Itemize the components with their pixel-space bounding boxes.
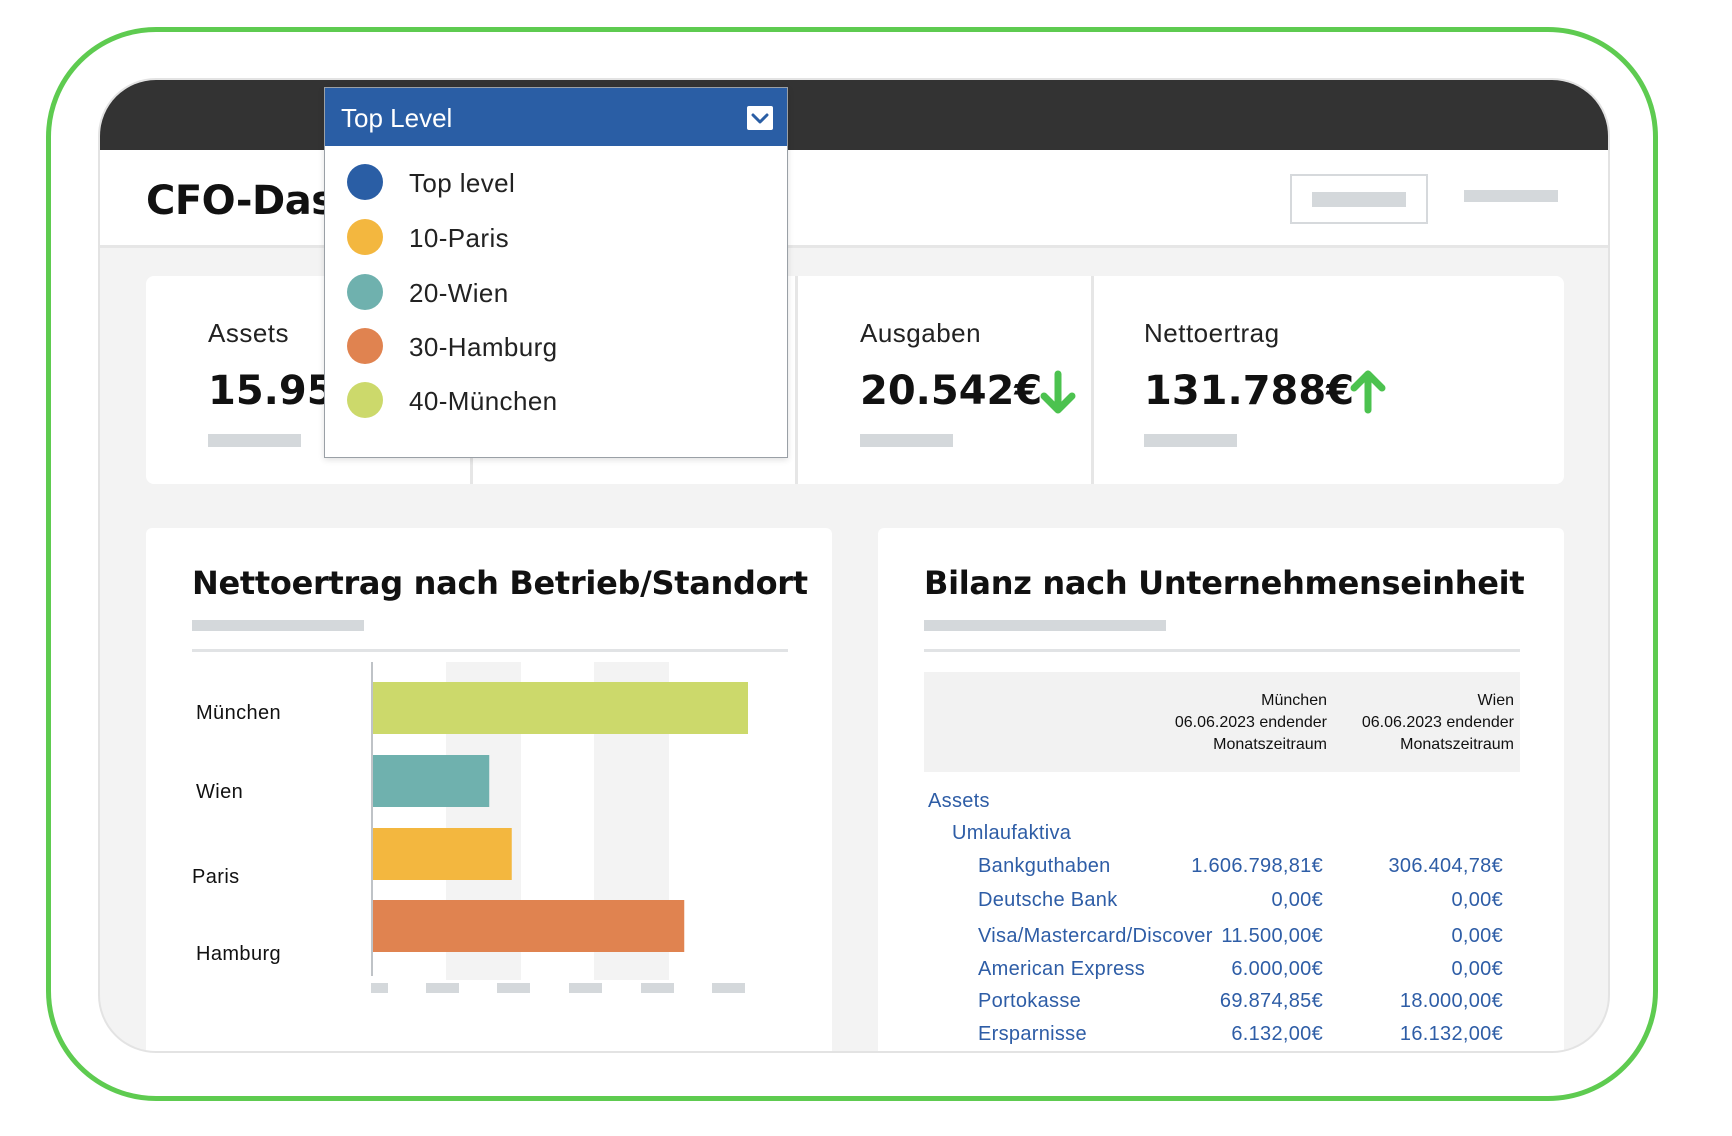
option-label: 40-München xyxy=(409,386,558,416)
chart-card-title: Nettoertrag nach Betrieb/Standort xyxy=(192,564,808,602)
balance-divider xyxy=(924,649,1520,652)
row-value-wien: 18.000,00€ xyxy=(1399,990,1503,1012)
chart-divider xyxy=(192,649,788,652)
level-dropdown[interactable]: Top Level Top level 10-Paris 20-Wien 30-… xyxy=(324,87,788,458)
color-dot xyxy=(347,382,383,418)
column-header-line: Monatszeitraum xyxy=(1213,736,1327,753)
tick-label-placeholder xyxy=(712,983,745,993)
tick-label-placeholder xyxy=(371,983,388,993)
arrow-down-icon xyxy=(1040,370,1076,414)
row-label: Deutsche Bank xyxy=(978,889,1118,911)
color-dot xyxy=(347,164,383,200)
row-value-muenchen: 0,00€ xyxy=(1271,889,1323,911)
bar xyxy=(373,755,490,807)
balance-card-title: Bilanz nach Unternehmenseinheit xyxy=(924,564,1525,602)
page-title: CFO-Dasl xyxy=(146,178,348,224)
row-value-wien: 306.404,78€ xyxy=(1388,855,1503,877)
row-label: Portokasse xyxy=(978,990,1082,1012)
column-header-line: 06.06.2023 endender xyxy=(1174,714,1327,731)
row-value-wien: 0,00€ xyxy=(1451,958,1503,980)
bar-label: Wien xyxy=(196,781,244,803)
row-label: American Express xyxy=(978,958,1146,980)
balance-card: Bilanz nach Unternehmenseinheit München … xyxy=(878,528,1564,1051)
row-value-muenchen: 1.606.798,81€ xyxy=(1191,855,1323,877)
kpi-subtext-placeholder xyxy=(1144,434,1237,447)
chevron-down-icon[interactable] xyxy=(747,106,773,130)
kpi-value: 20.542€ xyxy=(860,368,1043,414)
arrow-up-icon xyxy=(1350,370,1386,414)
row-label: Visa/Mastercard/Discover xyxy=(978,925,1213,947)
row-value-wien: 0,00€ xyxy=(1451,889,1503,911)
color-dot xyxy=(347,274,383,310)
tick-label-placeholder xyxy=(641,983,674,993)
column-header-line: München xyxy=(1261,692,1327,709)
column-header-wien: Wien 06.06.2023 endender Monatszeitraum xyxy=(1334,690,1514,756)
kpi-label: Ausgaben xyxy=(860,318,982,348)
option-label: 10-Paris xyxy=(409,223,510,253)
bar-label: Hamburg xyxy=(196,943,282,965)
column-header-line: Wien xyxy=(1477,692,1514,709)
tick-label-placeholder xyxy=(569,983,602,993)
bar-label: Paris xyxy=(192,866,240,888)
column-header-muenchen: München 06.06.2023 endender Monatszeitra… xyxy=(1147,690,1327,756)
tick-label-placeholder xyxy=(497,983,530,993)
kpi-value: 15.95 xyxy=(208,368,335,414)
row-value-wien: 16.132,00€ xyxy=(1399,1023,1503,1045)
option-label: 30-Hamburg xyxy=(409,332,558,362)
header-link-placeholder[interactable] xyxy=(1464,190,1558,202)
color-dot xyxy=(347,219,383,255)
row-value-muenchen: 6.132,00€ xyxy=(1231,1023,1323,1045)
dropdown-trigger[interactable]: Top Level xyxy=(325,88,787,146)
row-label: Umlaufaktiva xyxy=(952,822,1072,844)
row-label: Assets xyxy=(928,790,990,812)
kpi-assets[interactable]: Assets 15.95 xyxy=(146,276,470,484)
bar xyxy=(373,828,512,880)
header-button-placeholder xyxy=(1312,192,1406,207)
tick-label-placeholder xyxy=(426,983,459,993)
kpi-label: Assets xyxy=(208,318,290,348)
dropdown-option-muenchen[interactable]: 40-München xyxy=(325,372,787,428)
row-label: Ersparnisse xyxy=(978,1023,1087,1045)
dropdown-selected-value: Top Level xyxy=(341,103,453,133)
row-value-muenchen: 6.000,00€ xyxy=(1231,958,1323,980)
option-label: Top level xyxy=(409,168,516,198)
column-header-line: Monatszeitraum xyxy=(1400,736,1514,753)
color-dot xyxy=(347,328,383,364)
dropdown-option-top-level[interactable]: Top level xyxy=(325,154,787,210)
app-frame xyxy=(46,27,1658,1101)
balance-subtitle-placeholder xyxy=(924,620,1166,631)
kpi-value: 131.788€ xyxy=(1144,368,1355,414)
dropdown-option-hamburg[interactable]: 30-Hamburg xyxy=(325,318,787,374)
row-value-muenchen: 11.500,00€ xyxy=(1221,925,1323,947)
option-label: 20-Wien xyxy=(409,278,509,308)
dropdown-option-wien[interactable]: 20-Wien xyxy=(325,264,787,320)
kpi-subtext-placeholder xyxy=(208,434,301,447)
column-header-line: 06.06.2023 endender xyxy=(1361,714,1514,731)
row-value-wien: 0,00€ xyxy=(1451,925,1503,947)
header-button[interactable] xyxy=(1290,174,1428,224)
bar xyxy=(373,900,685,952)
row-label: Bankguthaben xyxy=(978,855,1111,877)
table-header: München 06.06.2023 endender Monatszeitra… xyxy=(924,672,1520,772)
row-value-muenchen: 69.874,85€ xyxy=(1219,990,1323,1012)
bar xyxy=(373,682,748,734)
bar-chart xyxy=(371,662,748,993)
chart-subtitle-placeholder xyxy=(192,620,364,631)
kpi-nettoertrag[interactable]: Nettoertrag 131.788€ xyxy=(1091,276,1564,484)
kpi-ausgaben[interactable]: Ausgaben 20.542€ xyxy=(795,276,1091,484)
chart-card: Nettoertrag nach Betrieb/Standort Münche… xyxy=(146,528,832,1051)
dropdown-option-paris[interactable]: 10-Paris xyxy=(325,209,787,265)
kpi-label: Nettoertrag xyxy=(1144,318,1280,348)
kpi-subtext-placeholder xyxy=(860,434,953,447)
bar-label: München xyxy=(196,702,282,724)
